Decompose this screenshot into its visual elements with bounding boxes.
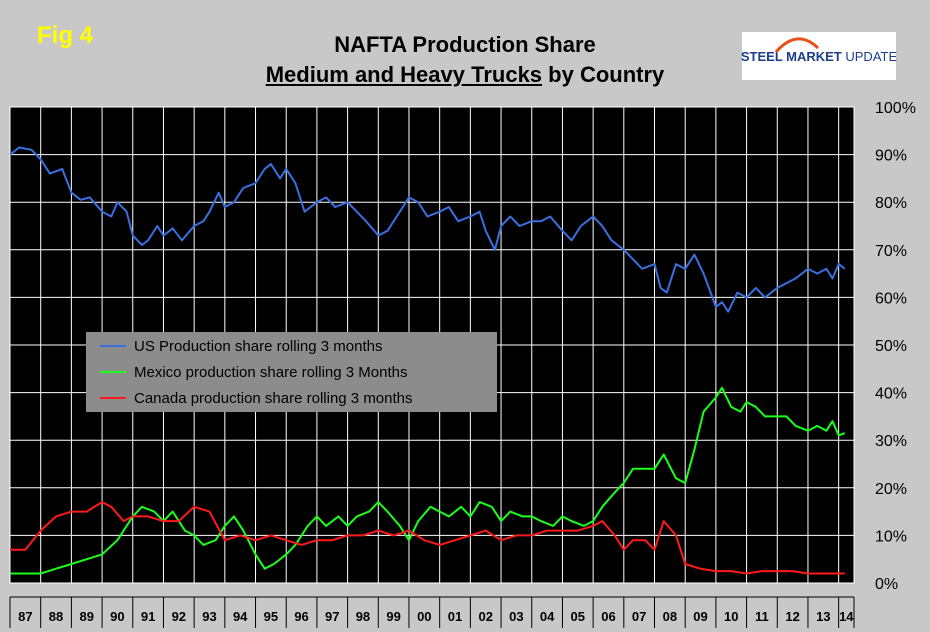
steel-market-update-logo: STEEL MARKET UPDATE [740,32,898,80]
legend-label-mexico: Mexico production share rolling 3 Months [134,363,408,381]
y-tick-label: 10% [875,528,907,545]
y-tick-label: 100% [875,100,916,117]
y-tick-label: 20% [875,481,907,498]
legend-swatch-us [100,345,126,347]
legend-label-us: US Production share rolling 3 months [134,337,383,355]
plot-border [9,106,855,584]
x-tick-label: 10 [724,609,738,624]
x-tick-label: 94 [233,609,248,624]
x-tick-label: 97 [325,609,339,624]
x-tick-label: 12 [785,609,799,624]
x-tick-label: 02 [478,609,492,624]
x-tick-label: 92 [172,609,186,624]
series-line-0 [9,146,846,313]
x-tick-label: 00 [417,609,431,624]
title-line-2: Medium and Heavy Trucks by Country [220,60,710,90]
title-line-1: NAFTA Production Share [334,32,596,57]
chart-title: NAFTA Production Share Medium and Heavy … [220,30,710,90]
legend: US Production share rolling 3 months Mex… [86,332,497,412]
x-tick-label: 11 [755,609,769,624]
x-tick-label: 06 [601,609,615,624]
logo-bold-text: STEEL MARKET [740,48,842,64]
legend-item-mexico: Mexico production share rolling 3 Months [100,361,407,383]
figure-label: Fig 4 [37,22,94,49]
x-tick-label: 04 [540,609,555,624]
x-tick-label: 05 [571,609,585,624]
legend-item-us: US Production share rolling 3 months [100,335,382,357]
x-tick-label: 03 [509,609,523,624]
x-tick-label: 13 [816,609,830,624]
x-tick-label: 99 [386,609,400,624]
x-tick-label: 95 [264,609,278,624]
y-tick-label: 50% [875,338,907,355]
series-lines [9,146,846,575]
x-tick-label: 89 [79,609,93,624]
y-tick-label: 40% [875,386,907,403]
x-tick-label: 96 [294,609,308,624]
y-tick-label: 70% [875,243,907,260]
y-tick-label: 90% [875,148,907,165]
legend-swatch-canada [100,397,126,399]
title-underlined-part: Medium and Heavy Trucks [265,62,543,87]
logo-swoosh-icon [774,37,820,54]
y-tick-label: 80% [875,195,907,212]
x-tick-label: 01 [448,609,462,624]
series-line-1 [10,386,846,575]
x-tick-label: 14 [839,609,854,624]
x-tick-label: 90 [110,609,124,624]
legend-swatch-mexico [100,371,126,373]
y-tick-label: 60% [875,290,907,307]
x-tick-label: 08 [663,609,677,624]
x-tick-label: 07 [632,609,646,624]
x-tick-label: 88 [49,609,63,624]
logo-light-text: UPDATE [845,48,898,64]
x-tick-label: 93 [202,609,216,624]
y-tick-label: 30% [875,433,907,450]
x-tick-label: 87 [18,609,32,624]
legend-label-canada: Canada production share rolling 3 months [134,389,413,407]
legend-item-canada: Canada production share rolling 3 months [100,387,413,409]
title-rest-part: by Country [542,62,665,87]
x-tick-label: 09 [693,609,707,624]
x-tick-label: 91 [141,609,155,624]
x-axis-ticks: 87 88 89 90 91 92 93 94 95 96 97 98 99 00 01 02 03 04 05 06… [9,596,855,628]
y-axis-ticks: 0% 10% 20% 30% 40% 50% 60% 70% 80% 90% 100% [875,100,916,593]
y-tick-label: 0% [875,576,898,593]
series-line-2 [10,501,845,575]
x-tick-label: 98 [356,609,370,624]
